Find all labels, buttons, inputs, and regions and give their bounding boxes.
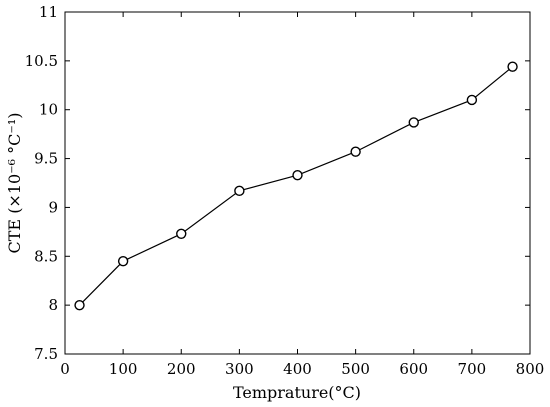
data-point bbox=[408, 117, 419, 128]
x-tick-label: 800 bbox=[516, 360, 545, 378]
data-point bbox=[507, 61, 518, 72]
x-tick-label: 300 bbox=[225, 360, 254, 378]
y-tick-label: 8.5 bbox=[34, 247, 58, 265]
x-tick-label: 0 bbox=[60, 360, 70, 378]
data-point bbox=[466, 94, 478, 106]
y-tick-label: 10 bbox=[39, 101, 58, 119]
axis-ticks bbox=[64, 11, 531, 355]
data-point bbox=[117, 255, 129, 267]
data-series bbox=[74, 61, 518, 311]
x-tick-label: 400 bbox=[283, 360, 312, 378]
data-point bbox=[176, 228, 187, 240]
data-point bbox=[292, 169, 303, 181]
x-axis-title: Temprature(°C) bbox=[233, 383, 361, 402]
data-point bbox=[74, 299, 85, 311]
x-tick-label: 700 bbox=[458, 360, 487, 378]
y-tick-label: 10.5 bbox=[25, 52, 58, 70]
series-line bbox=[79, 66, 513, 306]
tick-labels: 0 100 200 300 400 500 600 700 800 7.5 8 8.5 9 9.5 10 10… bbox=[25, 3, 545, 378]
data-point bbox=[234, 185, 245, 197]
data-point bbox=[350, 146, 361, 157]
y-tick-label: 7.5 bbox=[34, 345, 58, 363]
plot-frame bbox=[64, 11, 531, 355]
y-tick-label: 8 bbox=[48, 296, 58, 314]
y-tick-label: 11 bbox=[39, 3, 58, 21]
x-tick-label: 100 bbox=[109, 360, 138, 378]
x-tick-label: 500 bbox=[341, 360, 370, 378]
x-tick-label: 600 bbox=[399, 360, 428, 378]
y-tick-label: 9 bbox=[48, 198, 58, 216]
y-axis-title: CTE (×10⁻⁶ °C⁻¹) bbox=[5, 113, 24, 254]
y-tick-label: 9.5 bbox=[34, 150, 58, 168]
x-tick-label: 200 bbox=[167, 360, 196, 378]
